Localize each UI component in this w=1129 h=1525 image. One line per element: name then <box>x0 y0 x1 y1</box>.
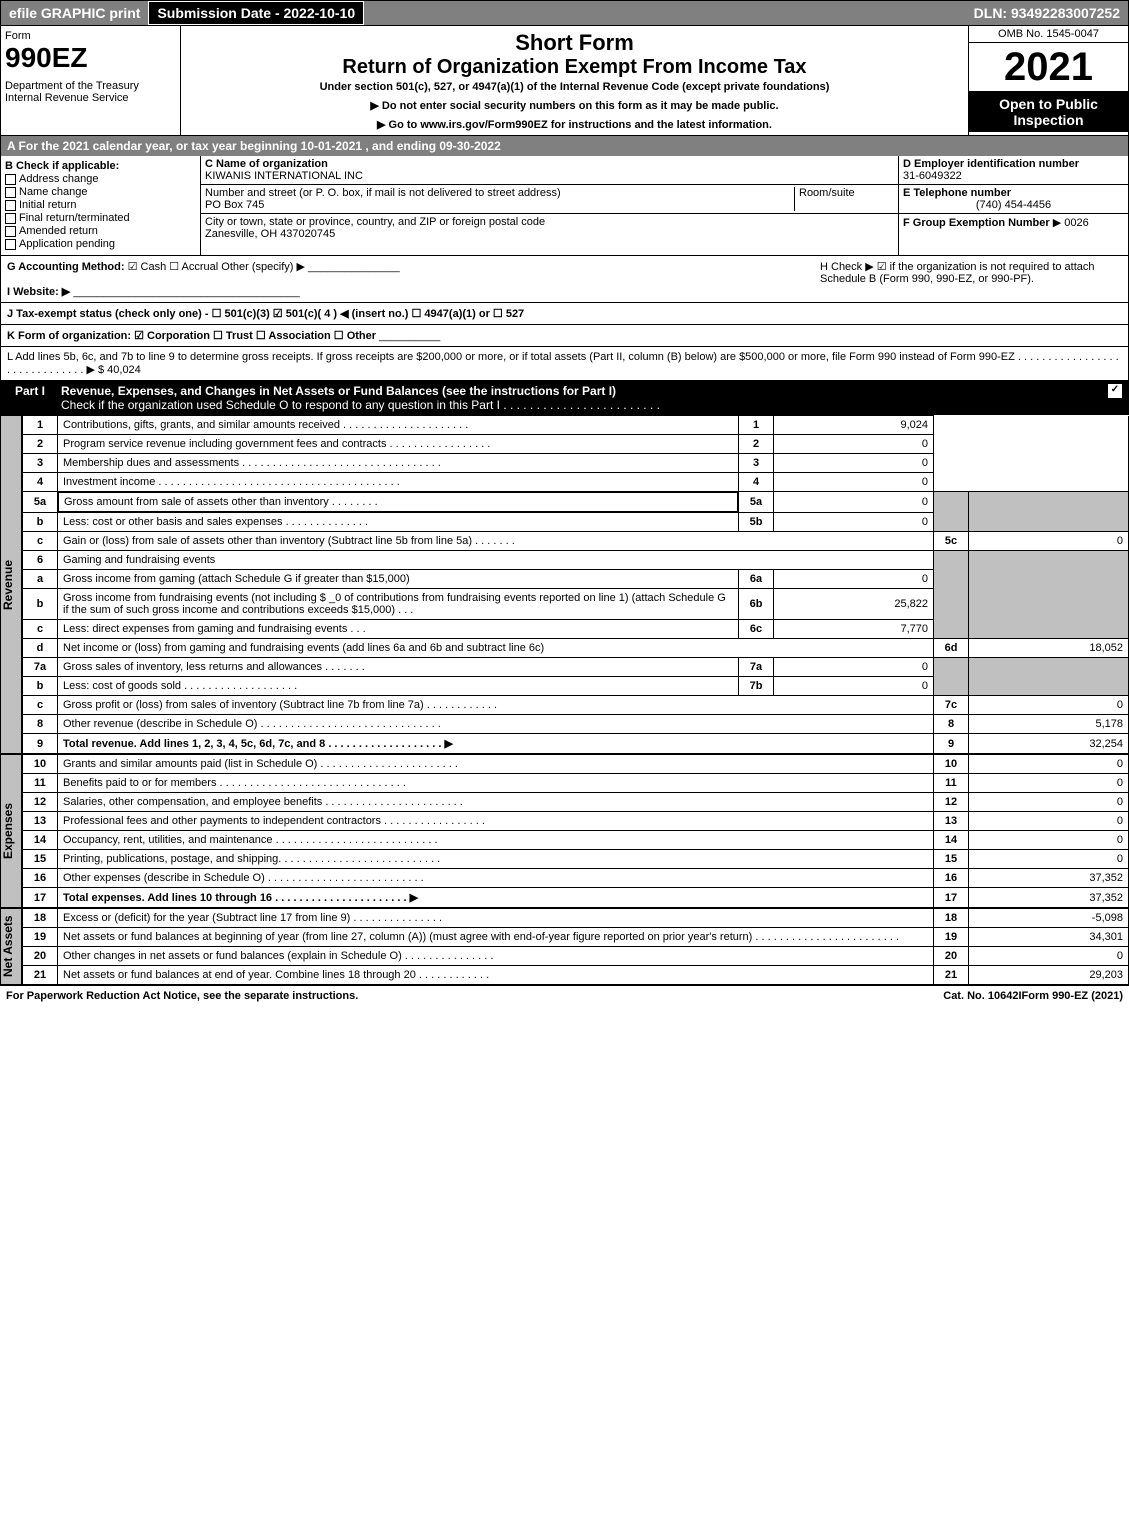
addr-value: PO Box 745 <box>205 199 264 211</box>
section-b: B Check if applicable: Address change Na… <box>0 156 1129 256</box>
expenses-section: Expenses 10Grants and similar amounts pa… <box>0 754 1129 908</box>
footer-form-id: Form 990-EZ (2021) <box>1022 990 1123 1002</box>
org-name-cell: C Name of organization KIWANIS INTERNATI… <box>201 156 898 185</box>
net-assets-side-label: Net Assets <box>0 908 22 985</box>
e-label: E Telephone number <box>903 187 1011 199</box>
footer-paperwork: For Paperwork Reduction Act Notice, see … <box>6 990 743 1002</box>
check-amended-return[interactable]: Amended return <box>5 225 196 237</box>
room-label: Room/suite <box>799 187 855 199</box>
check-address-change[interactable]: Address change <box>5 173 196 185</box>
d-label: D Employer identification number <box>903 158 1079 170</box>
header-left: Form 990EZ Department of the Treasury In… <box>1 26 181 135</box>
section-b-right: D Employer identification number 31-6049… <box>898 156 1128 255</box>
section-b-mid: C Name of organization KIWANIS INTERNATI… <box>201 156 898 255</box>
h-label: H Check ▶ ☑ if the organization is not r… <box>820 261 1095 285</box>
revenue-side-label: Revenue <box>0 415 22 754</box>
tax-year: 2021 <box>969 43 1128 91</box>
title-return: Return of Organization Exempt From Incom… <box>185 56 964 79</box>
expenses-side-label: Expenses <box>0 754 22 908</box>
header-right: OMB No. 1545-0047 2021 Open to Public In… <box>968 26 1128 135</box>
row-a-tax-year: A For the 2021 calendar year, or tax yea… <box>0 136 1129 156</box>
note-ssn: ▶ Do not enter social security numbers o… <box>185 99 964 112</box>
net-assets-section: Net Assets 18Excess or (deficit) for the… <box>0 908 1129 985</box>
top-bar: efile GRAPHIC print Submission Date - 20… <box>0 0 1129 26</box>
city-cell: City or town, state or province, country… <box>201 214 898 242</box>
ein-cell: D Employer identification number 31-6049… <box>899 156 1128 185</box>
b-label: B Check if applicable: <box>5 160 196 172</box>
department-label: Department of the Treasury Internal Reve… <box>5 80 176 104</box>
c-label: C Name of organization <box>205 158 328 170</box>
omb-number: OMB No. 1545-0047 <box>969 26 1128 43</box>
row-j: J Tax-exempt status (check only one) - ☐… <box>0 303 1129 325</box>
k-label: K Form of organization: ☑ Corporation ☐ … <box>7 330 376 342</box>
check-final-return[interactable]: Final return/terminated <box>5 212 196 224</box>
address-cell: Number and street (or P. O. box, if mail… <box>201 185 898 214</box>
f-label: F Group Exemption Number <box>903 217 1050 229</box>
row-k: K Form of organization: ☑ Corporation ☐ … <box>0 325 1129 347</box>
g-label: G Accounting Method: <box>7 261 125 273</box>
net-assets-table: 18Excess or (deficit) for the year (Subt… <box>22 908 1129 985</box>
header-center: Short Form Return of Organization Exempt… <box>181 26 968 135</box>
check-application-pending[interactable]: Application pending <box>5 238 196 250</box>
efile-label[interactable]: efile GRAPHIC print <box>1 2 148 24</box>
group-exemption-cell: F Group Exemption Number ▶ 0026 <box>899 214 1128 231</box>
row-g-h: G Accounting Method: ☑ Cash ☐ Accrual Ot… <box>0 256 1129 303</box>
subtitle: Under section 501(c), 527, or 4947(a)(1)… <box>185 81 964 93</box>
revenue-section: Revenue 1Contributions, gifts, grants, a… <box>0 415 1129 754</box>
part-1-label: Part I <box>7 384 53 412</box>
form-number: 990EZ <box>5 42 176 74</box>
phone-value: (740) 454-4456 <box>903 199 1124 211</box>
row-l: L Add lines 5b, 6c, and 7b to line 9 to … <box>0 347 1129 381</box>
section-b-checkboxes: B Check if applicable: Address change Na… <box>1 156 201 255</box>
footer-cat-no: Cat. No. 10642I <box>943 990 1021 1002</box>
dln-label: DLN: 93492283007252 <box>966 2 1128 24</box>
l-label: L Add lines 5b, 6c, and 7b to line 9 to … <box>7 351 1119 376</box>
page-footer: For Paperwork Reduction Act Notice, see … <box>0 985 1129 1006</box>
note-irs-link[interactable]: ▶ Go to www.irs.gov/Form990EZ for instru… <box>185 118 964 131</box>
form-header: Form 990EZ Department of the Treasury In… <box>0 26 1129 136</box>
part-1-header: Part I Revenue, Expenses, and Changes in… <box>0 381 1129 415</box>
title-short-form: Short Form <box>185 30 964 56</box>
expenses-table: 10Grants and similar amounts paid (list … <box>22 754 1129 908</box>
city-value: Zanesville, OH 437020745 <box>205 228 335 240</box>
org-name: KIWANIS INTERNATIONAL INC <box>205 170 363 182</box>
form-label: Form <box>5 30 176 42</box>
city-label: City or town, state or province, country… <box>205 216 545 228</box>
i-label: I Website: ▶ <box>7 286 70 298</box>
check-initial-return[interactable]: Initial return <box>5 199 196 211</box>
open-inspection: Open to Public Inspection <box>969 91 1128 132</box>
part-1-title: Revenue, Expenses, and Changes in Net As… <box>61 384 1108 412</box>
h-cell: H Check ▶ ☑ if the organization is not r… <box>812 260 1122 298</box>
f-value: ▶ 0026 <box>1053 217 1089 229</box>
j-label: J Tax-exempt status (check only one) - ☐… <box>7 308 524 320</box>
revenue-table: 1Contributions, gifts, grants, and simil… <box>22 415 1129 754</box>
check-name-change[interactable]: Name change <box>5 186 196 198</box>
submission-date: Submission Date - 2022-10-10 <box>148 1 364 25</box>
g-options: ☑ Cash ☐ Accrual Other (specify) ▶ <box>128 261 305 273</box>
part-1-checkbox[interactable]: ✓ <box>1108 384 1122 398</box>
ein-value: 31-6049322 <box>903 170 962 182</box>
addr-label: Number and street (or P. O. box, if mail… <box>205 187 561 199</box>
phone-cell: E Telephone number (740) 454-4456 <box>899 185 1128 214</box>
